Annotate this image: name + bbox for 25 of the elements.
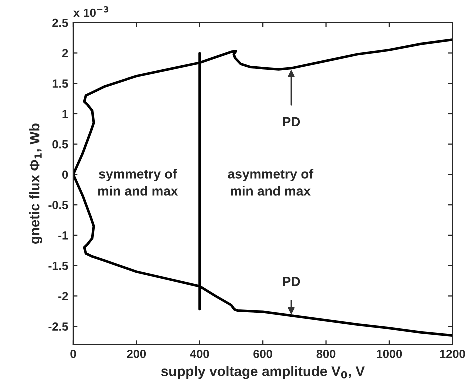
- text: x 10$^{−3}$: [74, 6, 109, 18]
- y-axis-title: gnetic flux Φ$_{1}$, Wb: [30, 124, 43, 244]
- x-tick-label: 800: [316, 350, 336, 358]
- x-tick-label: 1200: [440, 350, 466, 358]
- y-tick-label: 0: [62, 170, 68, 180]
- y-tick-label: -2.5: [48, 322, 68, 331]
- y-tick-label: 0.5: [52, 140, 68, 149]
- y-tick-label: -1.5: [48, 262, 68, 270]
- annotation: symmetry of min and max: [98, 169, 178, 196]
- y-tick-label: -2: [58, 292, 68, 300]
- y-tick-label: 2.5: [52, 18, 68, 28]
- x-tick-label: 600: [254, 350, 272, 358]
- x-tick-label: 1000: [377, 350, 402, 358]
- annotation: asymmetry of min and max: [228, 169, 314, 196]
- y-tick-label: -0.5: [48, 201, 68, 210]
- y-tick-label: 2: [62, 49, 68, 58]
- y-tick-label: 1.5: [52, 80, 68, 88]
- y-tick-label: -1: [58, 232, 68, 240]
- x-tick-label: 200: [127, 350, 146, 358]
- x-tick-label: 400: [190, 350, 210, 358]
- x-axis-title: supply voltage amplitude V$_{0}$, V: [161, 366, 365, 380]
- annotation: PD: [283, 277, 300, 286]
- y-tick-label: 1: [62, 110, 68, 118]
- x-tick-label: 0: [70, 350, 76, 358]
- annotation: PD: [283, 117, 300, 126]
